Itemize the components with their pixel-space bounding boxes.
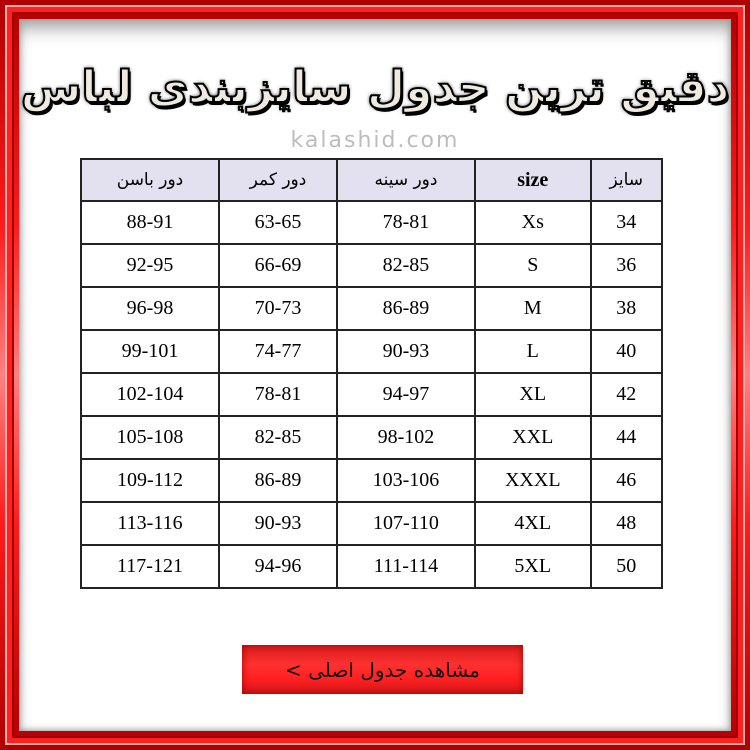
cell-size-number: 40 xyxy=(589,329,664,374)
cell-waist: 94-96 xyxy=(218,544,338,589)
cell-chest: 82-85 xyxy=(335,243,476,288)
table-row: 50 5XL 111-114 94-96 117-121 xyxy=(79,544,664,589)
cell-chest: 86-89 xyxy=(335,286,476,331)
header-hip: دور باسن xyxy=(79,158,221,202)
view-original-table-button[interactable]: مشاهده جدول اصلی > xyxy=(242,645,523,694)
header-size: size xyxy=(473,158,592,202)
header-waist: دور کمر xyxy=(218,158,338,202)
table-header-row: سایز size دور سینه دور کمر دور باسن xyxy=(79,158,664,202)
header-size-fa: سایز xyxy=(589,158,664,202)
cell-waist: 78-81 xyxy=(218,372,338,417)
table-row: 38 M 86-89 70-73 96-98 xyxy=(79,286,664,331)
cell-size-label: L xyxy=(473,329,592,374)
cell-chest: 111-114 xyxy=(335,544,476,589)
cell-size-number: 36 xyxy=(589,243,664,288)
cell-hip: 88-91 xyxy=(79,200,221,245)
cell-hip: 113-116 xyxy=(79,501,221,546)
cell-size-number: 48 xyxy=(589,501,664,546)
cell-chest: 98-102 xyxy=(335,415,476,460)
table-row: 36 S 82-85 66-69 92-95 xyxy=(79,243,664,288)
cell-size-number: 34 xyxy=(589,200,664,245)
cell-chest: 78-81 xyxy=(335,200,476,245)
cell-size-label: XXXL xyxy=(473,458,592,503)
cell-waist: 86-89 xyxy=(218,458,338,503)
cell-size-number: 50 xyxy=(589,544,664,589)
cell-hip: 105-108 xyxy=(79,415,221,460)
cell-waist: 66-69 xyxy=(218,243,338,288)
cell-waist: 90-93 xyxy=(218,501,338,546)
cell-size-label: Xs xyxy=(473,200,592,245)
cell-size-number: 42 xyxy=(589,372,664,417)
table-row: 48 4XL 107-110 90-93 113-116 xyxy=(79,501,664,546)
cell-waist: 82-85 xyxy=(218,415,338,460)
cell-hip: 92-95 xyxy=(79,243,221,288)
cell-size-label: XXL xyxy=(473,415,592,460)
cell-size-label: 4XL xyxy=(473,501,592,546)
cell-size-number: 38 xyxy=(589,286,664,331)
cell-chest: 94-97 xyxy=(335,372,476,417)
site-watermark: kalashid.com xyxy=(290,128,460,153)
cell-size-label: S xyxy=(473,243,592,288)
cell-waist: 63-65 xyxy=(218,200,338,245)
cell-waist: 70-73 xyxy=(218,286,338,331)
cell-size-number: 46 xyxy=(589,458,664,503)
cell-hip: 102-104 xyxy=(79,372,221,417)
header-chest: دور سینه xyxy=(335,158,476,202)
cell-size-number: 44 xyxy=(589,415,664,460)
cell-size-label: XL xyxy=(473,372,592,417)
cell-hip: 109-112 xyxy=(79,458,221,503)
cell-hip: 99-101 xyxy=(79,329,221,374)
table-row: 46 XXXL 103-106 86-89 109-112 xyxy=(79,458,664,503)
cell-hip: 96-98 xyxy=(79,286,221,331)
table-row: 34 Xs 78-81 63-65 88-91 xyxy=(79,200,664,245)
cell-waist: 74-77 xyxy=(218,329,338,374)
page-title: دقیق ترین جدول سایزبندی لباس xyxy=(20,61,731,114)
cell-size-label: M xyxy=(473,286,592,331)
size-chart-table: سایز size دور سینه دور کمر دور باسن 34 Xs… xyxy=(79,158,664,589)
table-row: 42 XL 94-97 78-81 102-104 xyxy=(79,372,664,417)
cell-chest: 90-93 xyxy=(335,329,476,374)
cell-chest: 103-106 xyxy=(335,458,476,503)
table-row: 40 L 90-93 74-77 99-101 xyxy=(79,329,664,374)
cell-chest: 107-110 xyxy=(335,501,476,546)
table-row: 44 XXL 98-102 82-85 105-108 xyxy=(79,415,664,460)
cell-size-label: 5XL xyxy=(473,544,592,589)
cell-hip: 117-121 xyxy=(79,544,221,589)
